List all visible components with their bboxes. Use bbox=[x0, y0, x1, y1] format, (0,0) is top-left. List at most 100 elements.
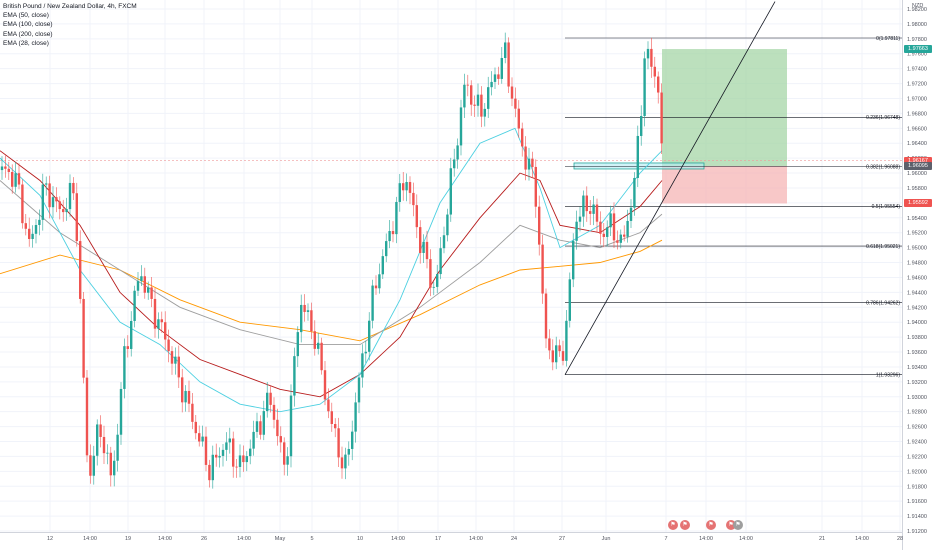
candle-body bbox=[602, 233, 605, 237]
candle-body bbox=[113, 460, 116, 476]
candle-body bbox=[517, 108, 520, 129]
candle-body bbox=[476, 94, 480, 106]
candle-body bbox=[629, 207, 633, 221]
candle-body bbox=[310, 310, 313, 332]
event-icon[interactable]: ⚑ bbox=[680, 520, 690, 530]
candle-body bbox=[170, 351, 174, 364]
candle-body bbox=[439, 248, 442, 275]
candle-body bbox=[211, 454, 214, 481]
candle-body bbox=[643, 58, 646, 116]
time-scale[interactable]: 12 14:00 19 14:00 26 14:00 May 5 10 14:00 17 14:00 2… bbox=[0, 532, 904, 551]
candle-body bbox=[408, 182, 412, 193]
event-icon[interactable]: ⚑ bbox=[726, 520, 736, 530]
candle-body bbox=[320, 342, 323, 371]
candle-body bbox=[357, 377, 361, 403]
indicator-ema100[interactable]: EMA (100, close) bbox=[3, 21, 53, 29]
time-tick: 28 bbox=[896, 536, 904, 542]
candle-body bbox=[422, 241, 425, 253]
trendline-segment[interactable] bbox=[564, 1, 776, 375]
candle-body bbox=[126, 346, 129, 349]
candle-body bbox=[283, 442, 286, 465]
candle-body bbox=[514, 98, 517, 109]
candle-body bbox=[521, 128, 524, 147]
price-scale[interactable]: 1.98200 1.98000 1.97800 1.97600 1.97400 1.972… bbox=[902, 0, 932, 550]
candle-body bbox=[650, 48, 653, 67]
candle-body bbox=[303, 304, 306, 312]
profit-zone[interactable] bbox=[662, 49, 787, 166]
ema200-line bbox=[0, 239, 663, 342]
indicator-ema200[interactable]: EMA (200, close) bbox=[3, 30, 53, 38]
time-tick: 17 bbox=[434, 536, 442, 542]
candle-body bbox=[660, 92, 663, 144]
candle-body bbox=[527, 158, 531, 170]
chart-canvas[interactable]: 0(1.97811) 0.236(1.96748) 0.382(1.96088) 0.… bbox=[0, 0, 902, 532]
candle-body bbox=[340, 457, 344, 469]
time-tick: 14:00 bbox=[158, 536, 172, 542]
candle-body bbox=[347, 448, 350, 455]
time-tick: 10 bbox=[356, 536, 364, 542]
candle-body bbox=[177, 356, 180, 378]
candle-body bbox=[191, 403, 194, 422]
time-tick: 14:00 bbox=[469, 536, 483, 542]
candle-body bbox=[160, 319, 163, 323]
candle-body bbox=[48, 183, 51, 208]
event-icon[interactable]: ⚑ bbox=[668, 520, 678, 530]
price-tick: 1.91800 bbox=[907, 484, 927, 490]
fib-level-label: 0.382(1.96088) bbox=[866, 164, 900, 170]
candle-body bbox=[612, 213, 616, 241]
ema100-line bbox=[0, 180, 663, 346]
candle-body bbox=[24, 223, 27, 229]
price-tick: 1.94600 bbox=[907, 275, 927, 281]
price-tick: 1.97400 bbox=[907, 67, 927, 73]
time-tick: 14:00 bbox=[391, 536, 405, 542]
candle-body bbox=[364, 351, 367, 354]
candle-body bbox=[429, 259, 432, 288]
price-scale-ticks: 1.98200 1.98000 1.97800 1.97600 1.97400 1.972… bbox=[907, 7, 927, 535]
candle-body bbox=[31, 233, 34, 239]
candle-body bbox=[266, 392, 269, 412]
candle-body bbox=[21, 184, 24, 224]
candle-body bbox=[606, 227, 609, 237]
loss-zone[interactable] bbox=[662, 165, 787, 204]
time-tick: Jun bbox=[601, 536, 611, 542]
candle-body bbox=[568, 279, 571, 321]
price-tick: 1.98200 bbox=[907, 7, 927, 13]
candle-body bbox=[381, 256, 384, 275]
price-tick: 1.91400 bbox=[907, 514, 927, 520]
price-tick: 1.95800 bbox=[907, 186, 927, 192]
candle-body bbox=[82, 298, 85, 378]
indicator-ema28[interactable]: EMA (28, close) bbox=[3, 39, 49, 47]
candle-body bbox=[242, 455, 245, 463]
time-tick: 5 bbox=[310, 536, 314, 542]
candle-body bbox=[473, 104, 476, 106]
symbol-title[interactable]: British Pound / New Zealand Dollar, 4h, … bbox=[3, 3, 137, 10]
candle-body bbox=[293, 356, 296, 396]
candle-body bbox=[432, 286, 435, 288]
candle-body bbox=[626, 220, 629, 237]
chart-area[interactable]: 0(1.97811) 0.236(1.96748) 0.382(1.96088) 0.… bbox=[0, 0, 902, 532]
event-icon[interactable]: ⚑ bbox=[733, 520, 743, 530]
candle-body bbox=[636, 135, 639, 178]
candle-body bbox=[313, 331, 316, 349]
price-badge: 1.96095 bbox=[904, 161, 932, 170]
fib-level-label: 0.786(1.94262) bbox=[866, 300, 900, 306]
candle-body bbox=[599, 221, 602, 234]
candle-body bbox=[249, 448, 252, 457]
indicator-ema50[interactable]: EMA (50, close) bbox=[3, 12, 49, 20]
candle-body bbox=[371, 285, 374, 321]
price-tick: 1.97600 bbox=[907, 52, 927, 58]
candle-body bbox=[0, 166, 4, 171]
candle-body bbox=[133, 290, 136, 321]
price-tick: 1.92000 bbox=[907, 469, 927, 475]
event-icon[interactable]: ⚑ bbox=[706, 520, 716, 530]
candle-body bbox=[330, 411, 333, 425]
candle-body bbox=[337, 428, 340, 458]
candle-body bbox=[68, 182, 72, 210]
candle-body bbox=[470, 85, 473, 105]
fib-retracement[interactable]: 0(1.97811) 0.236(1.96748) 0.382(1.96088) 0.… bbox=[565, 36, 902, 379]
candle-body bbox=[204, 436, 208, 465]
price-tick: 1.95000 bbox=[907, 246, 927, 252]
candle-body bbox=[436, 274, 439, 287]
trendline[interactable] bbox=[564, 1, 776, 375]
candle-body bbox=[354, 402, 357, 432]
